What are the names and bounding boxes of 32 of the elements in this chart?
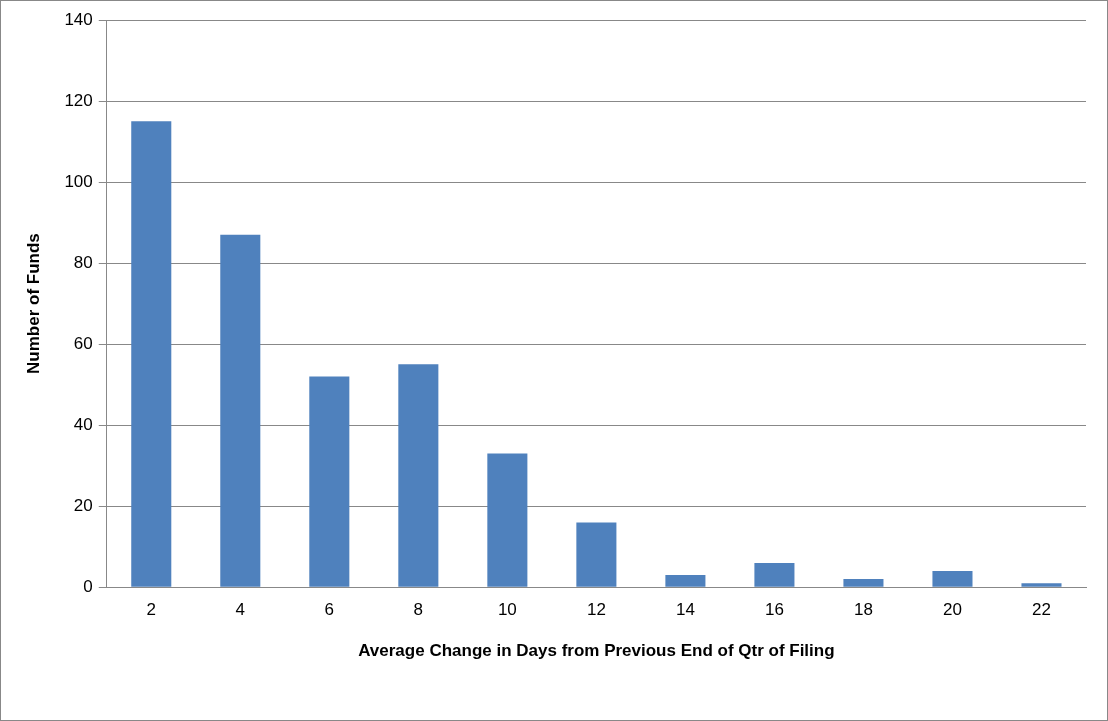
x-tick-label: 10 xyxy=(497,600,517,620)
bar xyxy=(665,575,706,587)
bar xyxy=(1021,583,1062,587)
x-tick-label: 20 xyxy=(943,600,962,620)
bar xyxy=(843,579,884,587)
y-tick-label: 60 xyxy=(73,333,93,353)
x-tick-label: 18 xyxy=(853,600,873,620)
x-tick-label: 4 xyxy=(235,600,246,620)
y-tick-label: 20 xyxy=(73,495,93,515)
x-tick-label: 2 xyxy=(146,600,157,620)
bar xyxy=(576,522,617,587)
y-tick-label: 140 xyxy=(64,9,93,29)
x-axis-title: Average Change in Days from Previous End of Qtr of Filing xyxy=(358,641,835,661)
y-tick-label: 120 xyxy=(64,90,93,110)
x-tick-label: 12 xyxy=(586,600,606,620)
bar xyxy=(398,364,439,587)
bar xyxy=(932,570,973,587)
x-tick-label: 14 xyxy=(675,600,695,620)
x-tick-label: 8 xyxy=(413,600,424,620)
x-tick-label: 22 xyxy=(1032,600,1051,620)
x-tick-label: 6 xyxy=(324,600,335,620)
bar xyxy=(487,453,528,587)
bar xyxy=(754,562,795,587)
y-tick-label: 0 xyxy=(83,576,93,596)
y-tick-label: 80 xyxy=(73,252,93,272)
bar xyxy=(131,121,172,587)
y-tick-label: 100 xyxy=(64,171,93,191)
bar xyxy=(220,234,261,587)
x-tick-label: 16 xyxy=(764,600,784,620)
y-tick-label: 40 xyxy=(73,414,93,434)
y-axis-title: Number of Funds xyxy=(23,233,43,374)
bar xyxy=(309,376,350,587)
